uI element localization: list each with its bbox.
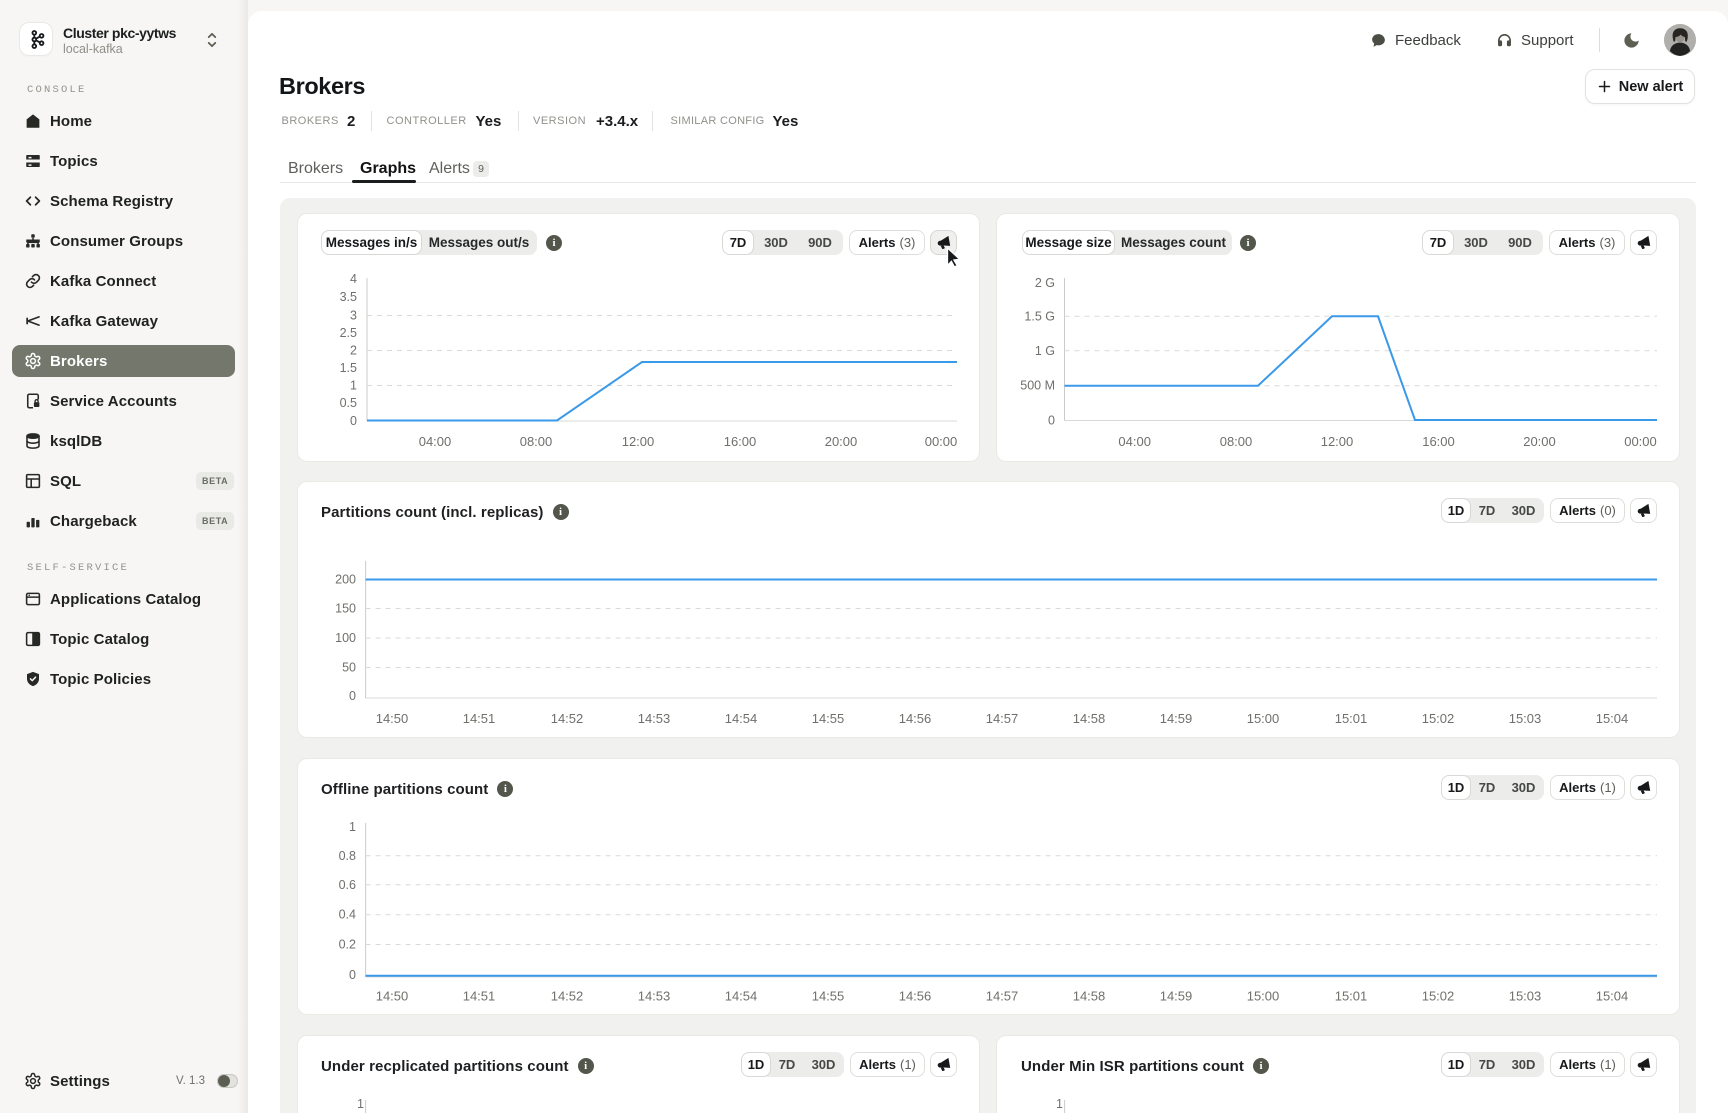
svg-text:14:51: 14:51 [463,711,496,726]
svg-text:0: 0 [349,968,356,982]
svg-text:14:53: 14:53 [638,711,671,726]
svg-text:1: 1 [350,379,357,393]
svg-text:1: 1 [357,1097,364,1111]
svg-text:0: 0 [1048,414,1055,428]
svg-text:14:52: 14:52 [551,989,584,1004]
svg-text:0.2: 0.2 [339,938,356,952]
svg-text:2 G: 2 G [1035,276,1055,290]
svg-text:14:56: 14:56 [899,711,932,726]
svg-text:15:04: 15:04 [1596,711,1629,726]
svg-text:00:00: 00:00 [1624,434,1657,449]
svg-text:15:03: 15:03 [1509,711,1542,726]
svg-text:16:00: 16:00 [1422,434,1455,449]
svg-text:08:00: 08:00 [520,434,553,449]
svg-text:14:55: 14:55 [812,989,845,1004]
svg-text:14:58: 14:58 [1073,989,1106,1004]
svg-text:15:02: 15:02 [1422,989,1455,1004]
svg-text:04:00: 04:00 [419,434,452,449]
svg-text:14:59: 14:59 [1160,711,1193,726]
svg-text:1 G: 1 G [1035,344,1055,358]
svg-text:0: 0 [349,689,356,703]
svg-text:0.6: 0.6 [339,878,356,892]
svg-text:14:54: 14:54 [725,711,758,726]
svg-text:15:00: 15:00 [1247,711,1280,726]
svg-text:12:00: 12:00 [1321,434,1354,449]
svg-text:15:03: 15:03 [1509,989,1542,1004]
svg-text:15:01: 15:01 [1335,711,1368,726]
svg-text:15:00: 15:00 [1247,989,1280,1004]
svg-text:14:58: 14:58 [1073,711,1106,726]
svg-text:200: 200 [335,572,356,586]
svg-text:04:00: 04:00 [1118,434,1151,449]
svg-text:15:02: 15:02 [1422,711,1455,726]
svg-text:2: 2 [350,344,357,358]
svg-text:16:00: 16:00 [724,434,757,449]
svg-text:14:51: 14:51 [463,989,496,1004]
svg-text:14:50: 14:50 [376,989,409,1004]
svg-text:15:04: 15:04 [1596,989,1629,1004]
svg-text:08:00: 08:00 [1220,434,1253,449]
svg-text:20:00: 20:00 [1523,434,1556,449]
svg-text:100: 100 [335,631,356,645]
svg-text:14:54: 14:54 [725,989,758,1004]
svg-text:0: 0 [350,414,357,428]
svg-text:14:59: 14:59 [1160,989,1193,1004]
svg-text:2.5: 2.5 [340,326,357,340]
svg-text:20:00: 20:00 [825,434,858,449]
svg-text:1: 1 [349,820,356,834]
svg-text:0.8: 0.8 [339,849,356,863]
svg-text:0.4: 0.4 [339,908,356,922]
svg-text:14:57: 14:57 [986,711,1019,726]
svg-text:15:01: 15:01 [1335,989,1368,1004]
svg-text:1.5 G: 1.5 G [1024,309,1055,323]
svg-text:14:57: 14:57 [986,989,1019,1004]
svg-text:3.5: 3.5 [340,290,357,304]
svg-text:12:00: 12:00 [622,434,655,449]
svg-text:4: 4 [350,272,357,286]
svg-text:3: 3 [350,309,357,323]
svg-text:1.5: 1.5 [340,361,357,375]
svg-text:14:50: 14:50 [376,711,409,726]
svg-text:14:52: 14:52 [551,711,584,726]
svg-text:50: 50 [342,661,356,675]
svg-text:14:53: 14:53 [638,989,671,1004]
svg-text:500 M: 500 M [1020,379,1055,393]
svg-text:14:55: 14:55 [812,711,845,726]
svg-text:00:00: 00:00 [925,434,958,449]
svg-text:0.5: 0.5 [340,396,357,410]
svg-text:1: 1 [1056,1097,1063,1111]
svg-text:150: 150 [335,602,356,616]
svg-text:14:56: 14:56 [899,989,932,1004]
